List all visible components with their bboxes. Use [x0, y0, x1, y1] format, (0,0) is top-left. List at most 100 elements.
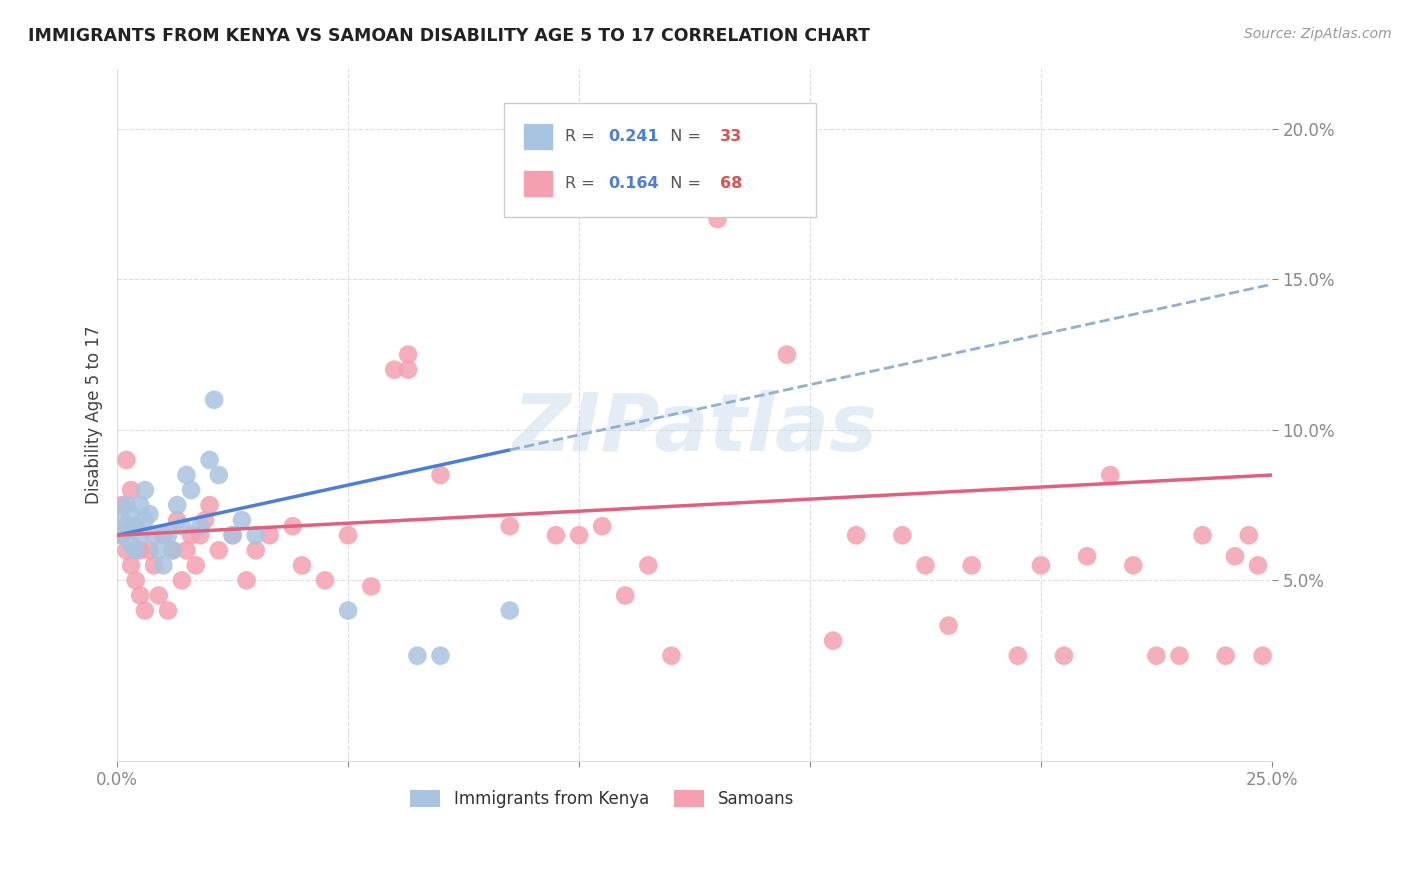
Point	[170, 574, 193, 588]
Point	[176, 543, 198, 558]
Point	[1168, 648, 1191, 663]
Point	[1007, 648, 1029, 663]
Point	[138, 507, 160, 521]
Point	[891, 528, 914, 542]
Point	[396, 362, 419, 376]
Point	[202, 392, 225, 407]
Point	[1247, 558, 1270, 573]
Point	[661, 648, 683, 663]
Point	[194, 513, 217, 527]
Point	[1144, 648, 1167, 663]
Point	[152, 558, 174, 573]
Point	[115, 543, 138, 558]
Point	[360, 579, 382, 593]
Point	[499, 603, 522, 617]
Point	[429, 648, 451, 663]
Text: IMMIGRANTS FROM KENYA VS SAMOAN DISABILITY AGE 5 TO 17 CORRELATION CHART: IMMIGRANTS FROM KENYA VS SAMOAN DISABILI…	[28, 27, 870, 45]
Point	[115, 498, 138, 512]
Point	[111, 498, 134, 512]
Point	[111, 528, 134, 542]
Point	[1029, 558, 1052, 573]
Point	[124, 543, 146, 558]
Point	[1099, 468, 1122, 483]
Point	[143, 558, 166, 573]
Point	[129, 498, 152, 512]
Point	[162, 543, 184, 558]
Point	[396, 348, 419, 362]
Point	[120, 558, 142, 573]
Point	[1076, 549, 1098, 564]
Legend: Immigrants from Kenya, Samoans: Immigrants from Kenya, Samoans	[404, 783, 800, 815]
Point	[776, 348, 799, 362]
Point	[938, 618, 960, 632]
Point	[198, 453, 221, 467]
Point	[1122, 558, 1144, 573]
Point	[156, 603, 179, 617]
Point	[221, 528, 243, 542]
Point	[221, 528, 243, 542]
Point	[291, 558, 314, 573]
Point	[337, 603, 360, 617]
Point	[124, 519, 146, 533]
Point	[111, 528, 134, 542]
Point	[208, 468, 231, 483]
Point	[143, 528, 166, 542]
Point	[429, 468, 451, 483]
Point	[1223, 549, 1246, 564]
Point	[208, 543, 231, 558]
Point	[129, 528, 152, 542]
Point	[124, 574, 146, 588]
Text: N =: N =	[659, 177, 706, 192]
Point	[1191, 528, 1213, 542]
Point	[134, 603, 156, 617]
Bar	[523, 171, 553, 196]
Point	[591, 519, 613, 533]
Point	[235, 574, 257, 588]
Point	[1251, 648, 1274, 663]
Point	[406, 648, 429, 663]
Point	[914, 558, 936, 573]
Point	[231, 513, 253, 527]
Point	[120, 483, 142, 497]
Point	[614, 589, 637, 603]
Point	[138, 543, 160, 558]
Point	[115, 453, 138, 467]
Text: 33: 33	[720, 129, 742, 145]
Point	[176, 468, 198, 483]
Point	[314, 574, 336, 588]
Point	[1215, 648, 1237, 663]
Point	[166, 513, 188, 527]
Point	[134, 513, 156, 527]
Point	[245, 528, 267, 542]
Point	[188, 528, 211, 542]
Point	[170, 519, 193, 533]
Bar	[523, 124, 553, 149]
Point	[706, 212, 728, 227]
Point	[823, 633, 845, 648]
Text: Source: ZipAtlas.com: Source: ZipAtlas.com	[1244, 27, 1392, 41]
Point	[124, 519, 146, 533]
Point	[129, 589, 152, 603]
Point	[166, 498, 188, 512]
Point	[960, 558, 983, 573]
Point	[156, 528, 179, 542]
Point	[382, 362, 405, 376]
Point	[184, 558, 207, 573]
Point	[637, 558, 659, 573]
Text: 68: 68	[720, 177, 742, 192]
Point	[134, 483, 156, 497]
Point	[568, 528, 591, 542]
Point	[259, 528, 281, 542]
Point	[281, 519, 304, 533]
Point	[180, 528, 202, 542]
Text: 0.241: 0.241	[607, 129, 658, 145]
Point	[245, 543, 267, 558]
Point	[129, 543, 152, 558]
Point	[120, 507, 142, 521]
Point	[120, 537, 142, 551]
Text: R =: R =	[565, 177, 600, 192]
Text: 0.164: 0.164	[607, 177, 658, 192]
Text: ZIPatlas: ZIPatlas	[512, 390, 877, 467]
Point	[111, 513, 134, 527]
Point	[544, 528, 567, 542]
